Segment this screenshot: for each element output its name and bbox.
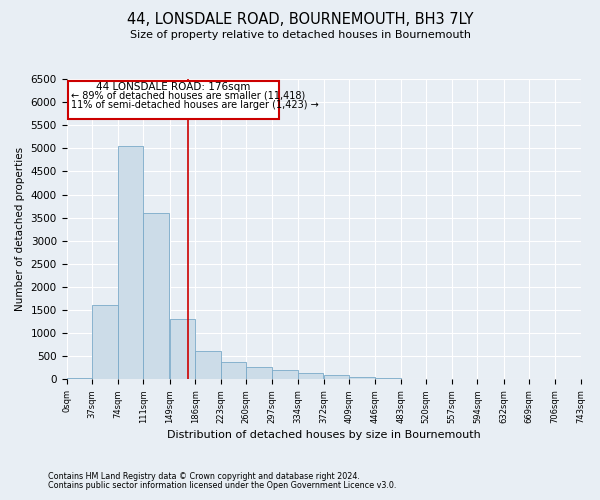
Bar [118,146,143,380]
Bar [143,213,169,380]
Y-axis label: Number of detached properties: Number of detached properties [15,147,25,312]
X-axis label: Distribution of detached houses by size in Bournemouth: Distribution of detached houses by size … [167,430,481,440]
Bar [272,370,298,380]
Text: Size of property relative to detached houses in Bournemouth: Size of property relative to detached ho… [130,30,470,40]
Text: 44, LONSDALE ROAD, BOURNEMOUTH, BH3 7LY: 44, LONSDALE ROAD, BOURNEMOUTH, BH3 7LY [127,12,473,28]
Bar [375,378,401,380]
Bar [195,351,221,380]
Bar [324,375,349,380]
Bar [170,320,195,380]
Bar [221,362,247,380]
Bar [349,377,375,380]
FancyBboxPatch shape [68,81,279,119]
Text: 44 LONSDALE ROAD: 176sqm: 44 LONSDALE ROAD: 176sqm [96,82,251,92]
Text: ← 89% of detached houses are smaller (11,418): ← 89% of detached houses are smaller (11… [71,90,305,100]
Bar [92,306,118,380]
Text: 11% of semi-detached houses are larger (1,423) →: 11% of semi-detached houses are larger (… [71,100,319,110]
Bar [298,374,323,380]
Text: Contains HM Land Registry data © Crown copyright and database right 2024.: Contains HM Land Registry data © Crown c… [48,472,360,481]
Bar [67,378,92,380]
Text: Contains public sector information licensed under the Open Government Licence v3: Contains public sector information licen… [48,481,397,490]
Bar [247,367,272,380]
